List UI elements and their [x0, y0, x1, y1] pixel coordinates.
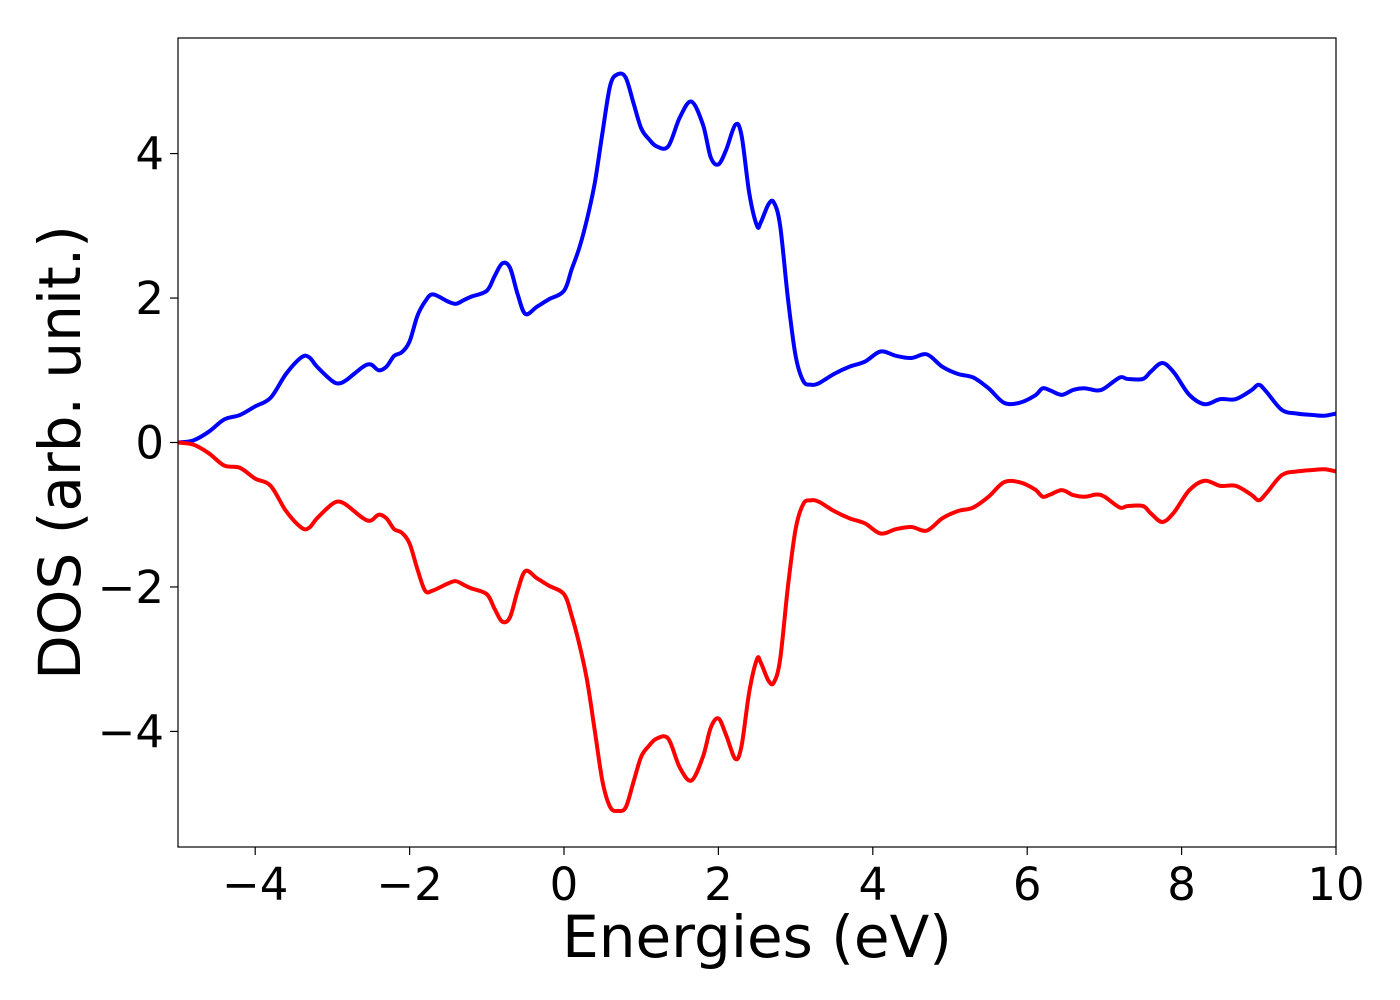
y-tick-label: −2 — [98, 561, 164, 614]
plot-frame — [177, 37, 1337, 848]
series-layer — [178, 71, 1336, 814]
y-tick-label: 2 — [135, 272, 164, 325]
series-line-spin-up — [178, 71, 1336, 445]
x-tick-label: 8 — [1167, 858, 1196, 911]
x-tick-label: −4 — [222, 858, 288, 911]
x-tick-label: 4 — [858, 858, 887, 911]
x-tick-label: 10 — [1307, 858, 1364, 911]
x-axis-ticks: −4 −2 0 2 4 6 8 10 — [222, 847, 1365, 911]
y-axis-title: DOS (arb. unit.) — [26, 225, 94, 680]
y-tick-label: 4 — [135, 128, 164, 181]
x-axis-title: Energies (eV) — [562, 903, 952, 971]
y-tick-label: −4 — [98, 705, 164, 758]
y-tick-label: 0 — [135, 417, 164, 470]
y-axis-ticks: −4 −2 0 2 4 — [98, 128, 178, 758]
x-tick-label: −2 — [376, 858, 442, 911]
series-line-spin-down — [178, 440, 1336, 814]
x-tick-label: 0 — [550, 858, 579, 911]
x-tick-label: 2 — [704, 858, 733, 911]
x-tick-label: 6 — [1013, 858, 1042, 911]
